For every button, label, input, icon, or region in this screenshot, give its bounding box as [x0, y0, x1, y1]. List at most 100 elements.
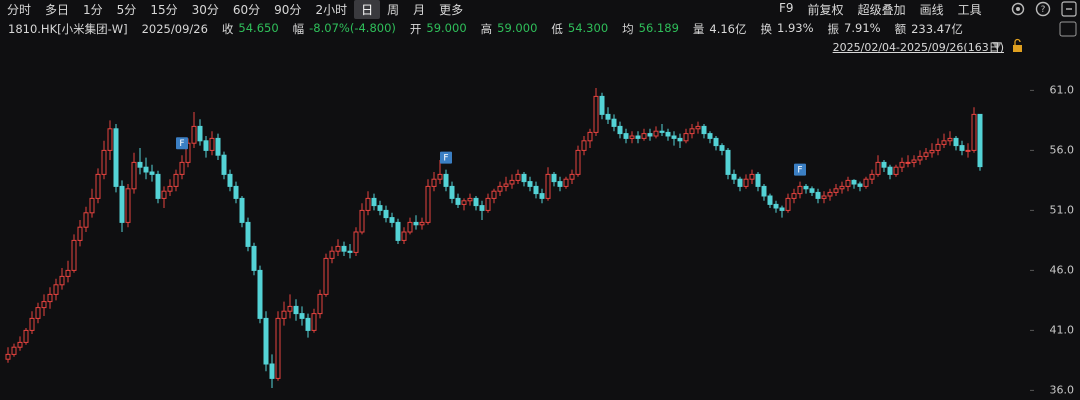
- candle-body: [923, 152, 929, 157]
- tool-button[interactable]: 工具: [957, 3, 982, 17]
- candle-body: [299, 313, 305, 319]
- quote-field: 高 59.000: [481, 21, 538, 37]
- candle-body: [797, 185, 803, 195]
- candle-body: [389, 217, 395, 223]
- candle-body: [791, 193, 797, 199]
- field-value: 54.650: [238, 20, 279, 35]
- tool-button[interactable]: 前复权: [807, 3, 844, 17]
- tool-button[interactable]: 画线: [919, 3, 944, 17]
- candle-body: [509, 179, 515, 185]
- field-label: 额: [894, 21, 907, 36]
- range-text: 2025/02/04-2025/09/26(163日): [832, 41, 1004, 54]
- candle-body: [485, 197, 491, 211]
- range-dropdown[interactable]: [992, 42, 1002, 50]
- period-tab[interactable]: 更多: [439, 3, 464, 17]
- quote-bar: 1810.HK[小米集团-W] 2025/09/26 收 54.650 幅 -8.07…: [0, 19, 1080, 38]
- help-icon[interactable]: [1035, 1, 1051, 17]
- candle-body: [911, 159, 917, 163]
- period-tab[interactable]: 30分: [191, 3, 219, 17]
- toolbar: 分时 多日 1分 5分 15分 30分 60分 90分 2小时日周月更多 F9 前复权 超级叠加 画线…: [0, 0, 1080, 19]
- candle-body: [413, 221, 419, 226]
- period-tab[interactable]: 分时: [7, 3, 32, 17]
- candle-body: [395, 221, 401, 241]
- candle-body: [839, 185, 845, 190]
- candle-body: [365, 197, 371, 211]
- quote-field: 低 54.300: [551, 21, 608, 37]
- settings-icon-core: [1016, 7, 1020, 11]
- candle-body: [383, 209, 389, 219]
- candle-body: [905, 161, 911, 164]
- candle-body: [977, 113, 983, 168]
- marker-label: F: [797, 166, 802, 176]
- candle-body: [629, 135, 635, 139]
- candle-body: [863, 178, 869, 187]
- candle-body: [917, 155, 923, 161]
- candle-body: [821, 195, 827, 199]
- candle-body: [659, 130, 665, 133]
- date-range[interactable]: 2025/02/04-2025/09/26(163日): [0, 38, 1080, 56]
- event-marker[interactable]: F: [794, 163, 806, 176]
- candle-body: [647, 133, 653, 137]
- field-value: 233.47亿: [911, 21, 963, 36]
- candle-body: [713, 137, 719, 147]
- period-tab[interactable]: 60分: [232, 3, 261, 17]
- settings-icon[interactable]: [1011, 2, 1025, 16]
- candle-body: [35, 307, 41, 319]
- candle-body: [815, 191, 821, 199]
- field-value: 59.000: [497, 20, 538, 35]
- candle-body: [599, 95, 605, 115]
- tool-button[interactable]: F9: [779, 1, 794, 15]
- candle-body: [203, 140, 209, 151]
- candle-body: [29, 317, 35, 331]
- event-marker[interactable]: F: [440, 151, 452, 164]
- candle-body: [89, 197, 95, 214]
- candle-body: [845, 179, 851, 187]
- candle-body: [53, 284, 59, 295]
- candle-body: [335, 245, 341, 252]
- candle-body: [245, 221, 251, 247]
- candle-body: [533, 185, 539, 195]
- marker-box: [176, 137, 188, 150]
- candle-body: [851, 179, 857, 185]
- field-value: -8.07%(-4.800): [309, 20, 396, 35]
- period-tab[interactable]: 1分: [83, 3, 103, 17]
- period-tab[interactable]: 月: [413, 3, 426, 17]
- candle-body: [671, 135, 677, 139]
- event-marker[interactable]: F: [176, 137, 188, 150]
- candle-body: [497, 185, 503, 192]
- candle-body: [959, 145, 965, 151]
- field-value: 56.189: [638, 20, 679, 35]
- lock-icon[interactable]: [1013, 45, 1022, 52]
- period-tab[interactable]: 多日: [45, 3, 70, 17]
- candle-body: [857, 183, 863, 187]
- candle-body: [305, 317, 311, 331]
- period-tab[interactable]: 90分: [274, 3, 302, 17]
- period-tab[interactable]: 2小时: [315, 3, 348, 17]
- candle-body: [65, 269, 71, 277]
- quote-field: 量 4.16亿: [693, 21, 747, 37]
- period-tab[interactable]: 周: [387, 3, 400, 17]
- candle-body: [437, 173, 443, 180]
- candle-body: [11, 346, 17, 355]
- wp-icon[interactable]: [1059, 21, 1077, 37]
- candle-body: [593, 95, 599, 133]
- candle-body: [749, 173, 755, 180]
- candle-body: [131, 161, 137, 190]
- period-tab[interactable]: 15分: [150, 3, 178, 17]
- candle-body: [269, 363, 275, 379]
- field-label: 开: [409, 21, 422, 36]
- candle-body: [491, 190, 497, 199]
- candle-body: [161, 190, 167, 199]
- minimize-icon[interactable]: [1061, 1, 1077, 17]
- tool-button[interactable]: 超级叠加: [857, 3, 906, 17]
- candle-body: [359, 209, 365, 233]
- y-tick-label: 36.0: [1050, 383, 1075, 396]
- candle-body: [521, 173, 527, 183]
- period-tab[interactable]: 日: [354, 0, 381, 19]
- candle-body: [893, 166, 899, 175]
- candle-body: [689, 128, 695, 135]
- period-tab[interactable]: 5分: [116, 3, 137, 17]
- candle-body: [83, 212, 89, 228]
- candle-body: [551, 173, 557, 183]
